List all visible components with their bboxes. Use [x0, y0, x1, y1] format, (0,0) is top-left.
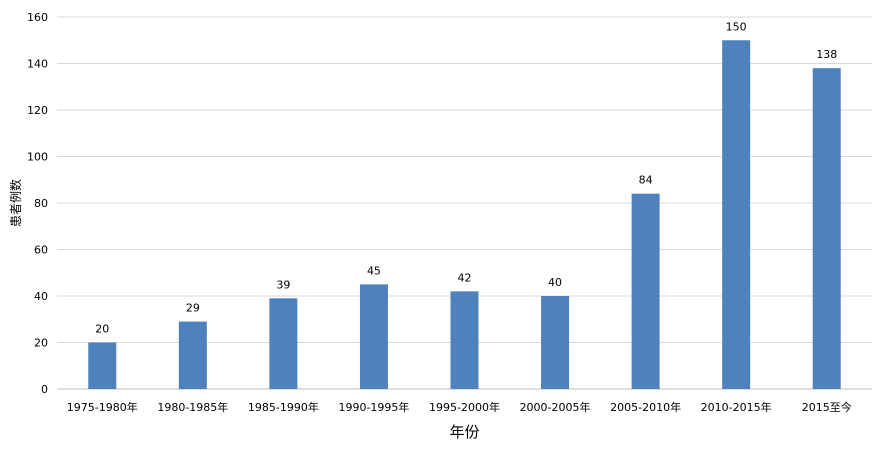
x-tick-label: 1975-1980年	[67, 400, 138, 414]
y-axis-ticks: 0 20 40 60 80 100 120 140 160	[27, 11, 48, 396]
y-tick-label: 60	[34, 244, 48, 257]
x-tick-label: 1985-1990年	[248, 400, 319, 414]
y-tick-label: 20	[34, 337, 48, 350]
data-label: 39	[276, 278, 290, 291]
x-tick-label: 1980-1985年	[157, 400, 228, 414]
bar	[88, 342, 117, 389]
y-tick-label: 40	[34, 290, 48, 303]
data-label: 29	[186, 302, 200, 315]
data-label: 150	[726, 20, 747, 33]
x-tick-label: 2000-2005年	[520, 400, 591, 414]
x-axis-ticks: 1975-1980年 1980-1985年 1985-1990年 1990-1995年…	[67, 400, 852, 414]
y-tick-label: 140	[27, 58, 48, 71]
x-axis-title: 年份	[449, 423, 479, 441]
x-tick-label: 2005-2010年	[610, 400, 681, 414]
y-tick-label: 100	[27, 151, 48, 164]
bars	[88, 40, 841, 390]
data-label: 45	[367, 264, 381, 277]
bar	[178, 321, 207, 389]
data-label: 42	[458, 271, 472, 284]
data-labels: 20 29 39 45 42 40 84 150 138	[95, 20, 837, 335]
data-label: 20	[95, 323, 109, 336]
x-tick-label: 1995-2000年	[429, 400, 500, 414]
y-axis-title: 患者例数	[8, 179, 23, 227]
data-label: 138	[816, 48, 837, 61]
x-tick-label: 2010-2015年	[701, 400, 772, 414]
data-label: 84	[639, 174, 653, 187]
x-tick-label: 2015至今	[802, 400, 852, 414]
bar	[269, 298, 298, 389]
y-tick-label: 120	[27, 104, 48, 117]
x-tick-label: 1990-1995年	[338, 400, 409, 414]
bar	[722, 40, 751, 389]
bar	[450, 291, 479, 389]
bar	[359, 284, 388, 389]
bar	[631, 193, 660, 389]
y-tick-label: 0	[41, 383, 48, 396]
y-tick-label: 80	[34, 197, 48, 210]
data-label: 40	[548, 276, 562, 289]
bar	[541, 296, 570, 389]
bar	[812, 68, 841, 390]
y-tick-label: 160	[27, 11, 48, 24]
